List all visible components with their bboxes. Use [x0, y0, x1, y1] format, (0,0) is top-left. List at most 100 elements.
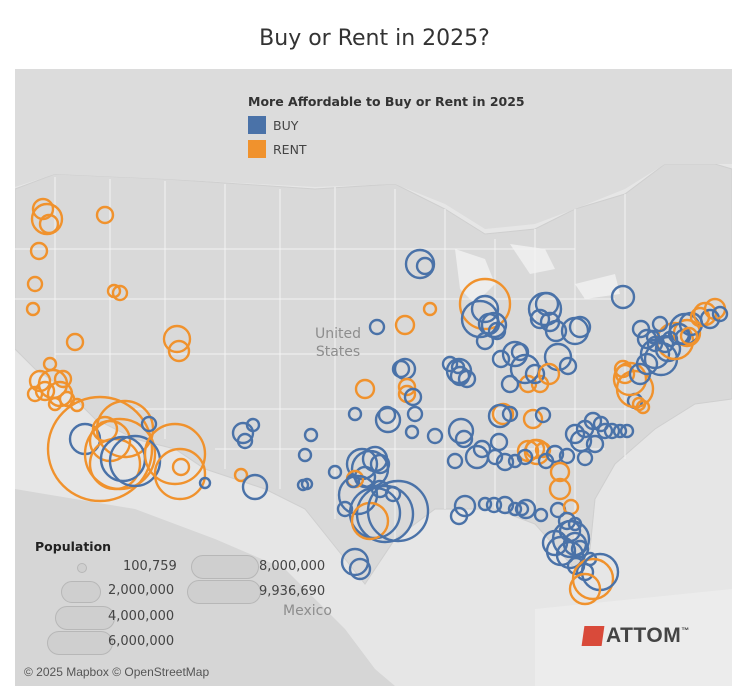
city-marker-66[interactable]: [394, 314, 416, 336]
city-marker-133[interactable]: [564, 423, 586, 445]
city-marker-158[interactable]: [549, 461, 571, 483]
city-marker-138[interactable]: [596, 422, 614, 440]
city-marker-154[interactable]: [515, 498, 537, 520]
city-marker-75[interactable]: [377, 405, 397, 425]
city-marker-31[interactable]: [143, 422, 207, 486]
city-marker-123[interactable]: [495, 452, 515, 472]
city-marker-112[interactable]: [610, 284, 636, 310]
city-marker-115[interactable]: [537, 362, 561, 386]
city-marker-195[interactable]: [646, 335, 664, 353]
city-marker-201[interactable]: [631, 319, 651, 339]
city-marker-99[interactable]: [510, 342, 530, 362]
city-marker-81[interactable]: [454, 429, 474, 449]
city-marker-174[interactable]: [568, 572, 602, 606]
city-marker-7[interactable]: [111, 284, 129, 302]
legend-item-buy[interactable]: BUY: [248, 116, 298, 134]
city-marker-34[interactable]: [140, 415, 158, 433]
city-marker-132[interactable]: [558, 447, 576, 465]
city-marker-15[interactable]: [34, 380, 56, 402]
city-marker-95[interactable]: [487, 321, 507, 341]
city-marker-192[interactable]: [711, 305, 729, 323]
city-marker-41[interactable]: [303, 427, 319, 443]
city-marker-96[interactable]: [475, 331, 495, 351]
city-marker-67[interactable]: [368, 318, 386, 336]
city-marker-141[interactable]: [603, 422, 621, 440]
city-marker-84[interactable]: [472, 439, 492, 459]
city-marker-45[interactable]: [300, 477, 314, 491]
city-marker-86[interactable]: [457, 369, 477, 389]
city-marker-119[interactable]: [501, 405, 519, 423]
city-marker-159[interactable]: [548, 477, 572, 501]
city-marker-60[interactable]: [366, 479, 430, 543]
city-marker-42[interactable]: [297, 447, 313, 463]
city-marker-152[interactable]: [507, 501, 523, 517]
city-marker-175[interactable]: [612, 361, 648, 397]
city-marker-111[interactable]: [500, 374, 520, 394]
city-marker-120[interactable]: [534, 406, 552, 424]
city-marker-9[interactable]: [162, 324, 192, 354]
city-marker-108[interactable]: [558, 356, 578, 376]
city-marker-118[interactable]: [487, 403, 513, 429]
city-marker-79[interactable]: [404, 424, 420, 440]
city-marker-28[interactable]: [46, 395, 154, 503]
city-marker-56[interactable]: [336, 500, 354, 518]
city-marker-130[interactable]: [507, 453, 523, 469]
city-marker-94[interactable]: [460, 299, 500, 339]
city-marker-127[interactable]: [534, 441, 552, 459]
city-marker-59[interactable]: [348, 557, 372, 581]
city-marker-78[interactable]: [426, 427, 444, 445]
city-marker-142[interactable]: [612, 423, 628, 439]
city-marker-116[interactable]: [522, 408, 544, 430]
city-marker-71[interactable]: [397, 377, 417, 397]
city-marker-20[interactable]: [26, 385, 44, 403]
city-marker-50[interactable]: [369, 453, 391, 475]
city-marker-8[interactable]: [106, 283, 122, 299]
city-marker-19[interactable]: [47, 396, 63, 412]
city-marker-155[interactable]: [533, 507, 549, 523]
city-marker-3[interactable]: [29, 241, 49, 261]
city-marker-149[interactable]: [477, 496, 493, 512]
city-marker-39[interactable]: [233, 467, 249, 483]
city-marker-140[interactable]: [576, 449, 594, 467]
city-marker-147[interactable]: [453, 494, 477, 518]
city-marker-136[interactable]: [583, 411, 603, 431]
city-marker-91[interactable]: [470, 294, 500, 324]
city-marker-17[interactable]: [53, 369, 73, 389]
city-marker-80[interactable]: [447, 417, 475, 445]
city-marker-89[interactable]: [441, 355, 459, 373]
city-marker-82[interactable]: [446, 452, 464, 470]
city-marker-114[interactable]: [524, 363, 546, 385]
city-marker-150[interactable]: [485, 496, 503, 514]
city-marker-38[interactable]: [236, 432, 254, 450]
city-marker-176[interactable]: [615, 369, 655, 409]
city-marker-117[interactable]: [491, 402, 515, 426]
city-marker-143[interactable]: [619, 423, 635, 439]
city-marker-68[interactable]: [354, 378, 376, 400]
city-marker-33[interactable]: [171, 457, 191, 477]
map-panel[interactable]: More Affordable to Buy or Rent in 2025 B…: [15, 69, 732, 686]
city-marker-73[interactable]: [403, 387, 423, 407]
city-marker-97[interactable]: [491, 349, 511, 369]
map-attribution[interactable]: © 2025 Mapbox © OpenStreetMap: [24, 665, 210, 679]
city-marker-37[interactable]: [245, 417, 261, 433]
city-marker-5[interactable]: [26, 275, 44, 293]
city-marker-148[interactable]: [449, 506, 469, 526]
city-marker-64[interactable]: [415, 256, 435, 276]
legend-item-rent[interactable]: RENT: [248, 140, 307, 158]
city-marker-93[interactable]: [480, 311, 508, 339]
city-marker-104[interactable]: [544, 319, 568, 343]
city-marker-54[interactable]: [355, 484, 415, 544]
city-marker-76[interactable]: [347, 406, 363, 422]
city-marker-40[interactable]: [241, 473, 269, 501]
city-marker-10[interactable]: [167, 339, 191, 363]
city-marker-65[interactable]: [422, 301, 438, 317]
city-marker-36[interactable]: [231, 421, 255, 445]
city-marker-171[interactable]: [558, 519, 582, 543]
city-marker-2[interactable]: [38, 213, 60, 235]
city-marker-151[interactable]: [495, 495, 515, 515]
city-marker-102[interactable]: [529, 308, 551, 330]
city-marker-165[interactable]: [570, 539, 590, 559]
city-marker-200[interactable]: [679, 326, 699, 346]
city-marker-87[interactable]: [450, 359, 466, 375]
city-marker-43[interactable]: [327, 464, 343, 480]
